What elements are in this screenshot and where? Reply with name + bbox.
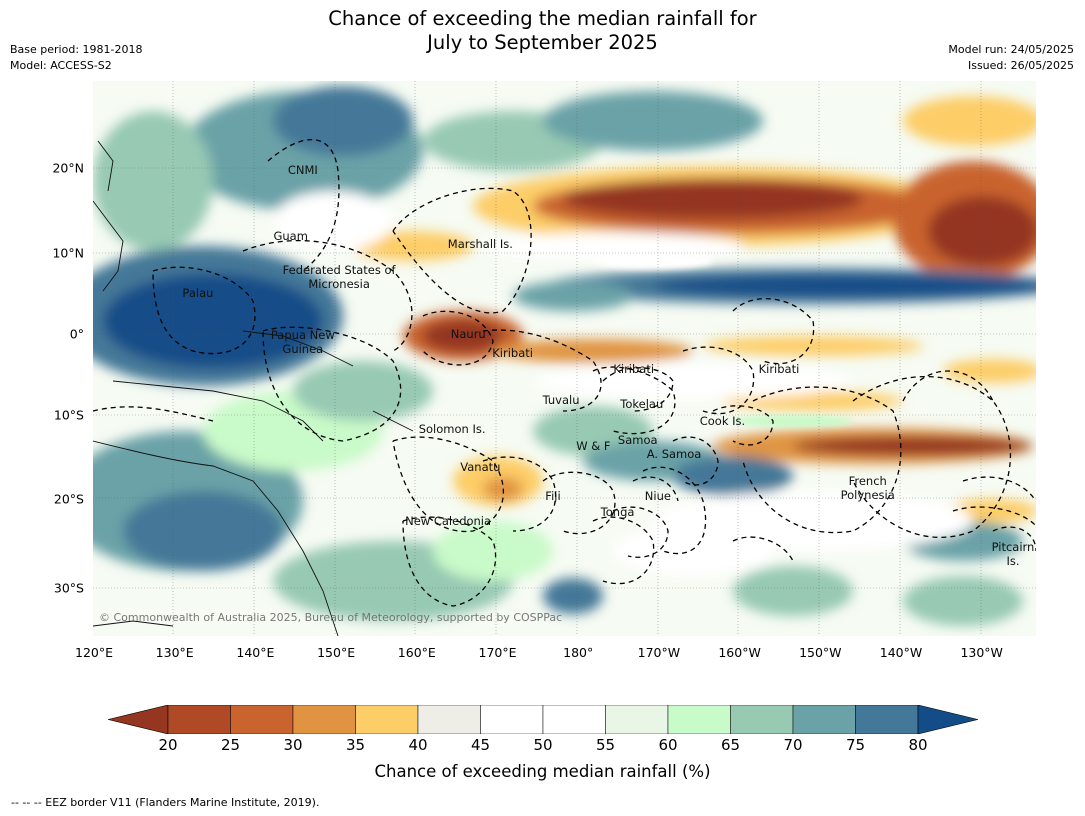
- rainfall-map: CNMI Guam Marshall Is. Federated States of …: [93, 81, 1036, 636]
- longitude-tick-label: 170°W: [637, 645, 681, 660]
- longitude-tick-label: 130°W: [960, 645, 1003, 660]
- map-title: Chance of exceeding the median rainfall …: [0, 7, 1085, 55]
- region-label: Tonga: [600, 505, 635, 520]
- region-label: A. Samoa: [646, 447, 702, 462]
- colorbar-tick-label: 20: [158, 736, 178, 754]
- longitude-tick-label: 140°E: [236, 645, 275, 660]
- longitude-tick-label: 150°W: [799, 645, 842, 660]
- eez-borders: [93, 138, 1036, 607]
- colorbar-tick-label: 45: [470, 736, 491, 754]
- colorbar-cell: [730, 705, 794, 734]
- eez-footnote: -- -- -- EEZ border V11 (Flanders Marine…: [11, 796, 320, 809]
- latitude-tick-label: 0°: [69, 326, 84, 342]
- map-canvas: [93, 81, 1036, 636]
- colorbar-tick-label: 50: [533, 736, 553, 754]
- region-label: Marshall Is.: [447, 236, 513, 251]
- map-title-line-1: Chance of exceeding the median rainfall …: [328, 7, 757, 30]
- region-label: Vanatu: [460, 459, 501, 474]
- colorbar-cell: [417, 705, 481, 734]
- colorbar-under-triangle: [108, 705, 169, 734]
- rainfall-field: [93, 86, 1036, 626]
- model-info: Base period: 1981-2018 Model: ACCESS-S2: [10, 42, 142, 74]
- colorbar-tick-label: 55: [595, 736, 616, 754]
- colorbar-cell: [480, 705, 544, 734]
- latitude-tick-label: 10°N: [52, 245, 84, 261]
- region-label: New Caledonia: [405, 513, 492, 528]
- colorbar-tick-label: 80: [908, 736, 928, 754]
- colorbar-cell: [667, 705, 731, 734]
- longitude-tick-label: 130°E: [155, 645, 194, 660]
- colorbar-tick-label: 70: [783, 736, 803, 754]
- region-label: Kiribati: [758, 361, 800, 376]
- colorbar-tick-label: 75: [845, 736, 866, 754]
- colorbar-cell: [292, 705, 356, 734]
- region-label: Samoa: [617, 433, 658, 448]
- region-label: French Polynesia: [840, 473, 895, 502]
- longitude-tick-label: 140°W: [879, 645, 923, 660]
- region-label: Federated States of Micronesia: [282, 262, 396, 291]
- colorbar-tick-label: 65: [720, 736, 741, 754]
- region-label: CNMI: [287, 163, 318, 177]
- colorbar-title: Chance of exceeding median rainfall (%): [374, 762, 711, 781]
- region-label: Kiribati: [613, 361, 655, 376]
- region-label: Palau: [182, 286, 214, 300]
- colorbar-tick-label: 30: [283, 736, 303, 754]
- region-label: Kiribati: [492, 346, 533, 361]
- colorbar-cell: [355, 705, 419, 734]
- colorbar-tick-label: 35: [345, 736, 366, 754]
- base-period: Base period: 1981-2018: [10, 43, 143, 56]
- region-label: Nauru: [450, 327, 486, 341]
- colorbar-cell: [855, 705, 919, 734]
- region-label: W & F: [576, 439, 611, 454]
- model-name: Model: ACCESS-S2: [10, 59, 112, 72]
- colorbar-tick-label: 40: [408, 736, 428, 754]
- colorbar-cell: [605, 705, 669, 734]
- region-label: Solomon Is.: [418, 422, 486, 437]
- colorbar-cell: [167, 705, 231, 734]
- colorbar-tick-label: 25: [220, 736, 241, 754]
- longitude-tick-label: 170°E: [478, 645, 517, 660]
- region-label: Tokelau: [620, 396, 664, 411]
- region-label: Niue: [644, 488, 671, 503]
- latitude-tick-label: 20°N: [52, 160, 84, 176]
- region-label: Guam: [273, 228, 308, 243]
- longitude-tick-label: 120°E: [74, 645, 114, 660]
- region-label: Pitcairn Is.: [991, 539, 1035, 568]
- colorbar-cell: [792, 705, 856, 734]
- longitude-tick-label: 160°W: [718, 645, 761, 660]
- issued-date: Issued: 26/05/2025: [967, 59, 1074, 72]
- region-label: Papua New Guinea: [270, 328, 335, 357]
- graticule: [93, 81, 1036, 636]
- colorbar-cell: [230, 705, 294, 734]
- latitude-tick-label: 30°S: [53, 580, 84, 596]
- run-info: Model run: 24/05/2025 Issued: 26/05/2025: [948, 42, 1074, 74]
- colorbar: [108, 705, 978, 734]
- colorbar-over-triangle: [917, 705, 978, 734]
- longitude-tick-label: 150°E: [317, 645, 356, 660]
- longitude-tick-label: 180°: [563, 645, 594, 660]
- colorbar-cell: [542, 705, 606, 734]
- colorbar-cells: [167, 705, 919, 734]
- copyright-notice: © Commonwealth of Australia 2025, Bureau…: [99, 611, 563, 624]
- colorbar-tick-label: 60: [658, 736, 678, 754]
- region-label: Fiji: [545, 488, 561, 503]
- latitude-tick-label: 20°S: [53, 491, 84, 507]
- map-title-line-2: July to September 2025: [427, 31, 658, 54]
- latitude-tick-label: 10°S: [53, 407, 84, 423]
- model-run-date: Model run: 24/05/2025: [948, 43, 1074, 56]
- region-label: Tuvalu: [542, 393, 580, 408]
- longitude-tick-label: 160°E: [397, 645, 436, 660]
- region-label: Cook Is.: [699, 414, 746, 429]
- coastlines: [93, 140, 414, 636]
